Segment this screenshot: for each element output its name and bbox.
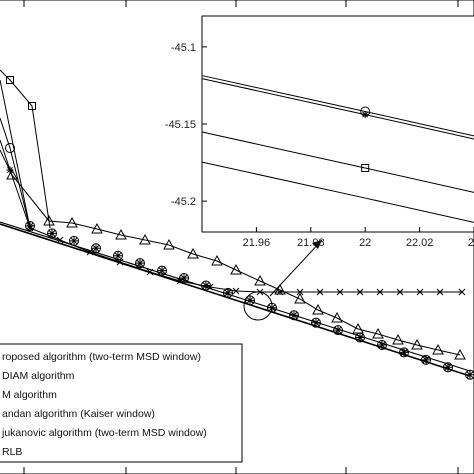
jukanovic-point [139, 233, 151, 245]
proposed-point [399, 347, 409, 358]
jukanovic-point [211, 254, 223, 266]
legend-entry: jukanovic algorithm (two-term MSD window… [1, 427, 207, 439]
inset-x-tick-label: 22 [468, 237, 474, 249]
m-algorithm-point [276, 288, 284, 296]
m-algorithm-point [116, 258, 124, 266]
jukanovic-point [66, 216, 78, 228]
m-algorithm-point [458, 288, 466, 296]
jukanovic-point [294, 292, 306, 304]
m-algorithm-point [296, 288, 304, 296]
m-algorithm-point [356, 288, 364, 296]
inset-x-tick-label: 21.98 [297, 237, 325, 249]
proposed-point [223, 287, 233, 298]
andan-point [28, 102, 36, 110]
proposed-point [135, 258, 145, 269]
proposed-point [421, 354, 431, 365]
inset-point [361, 111, 369, 119]
proposed-transient [0, 117, 31, 229]
diam-point [6, 166, 14, 174]
inset-y-tick-label: -45.1 [171, 42, 196, 54]
legend-entry: andan algorithm (Kaiser window) [2, 408, 155, 420]
proposed-point [91, 243, 101, 254]
proposed-line [0, 223, 471, 377]
jukanovic-point [454, 348, 466, 360]
legend-entry: M algorithm [2, 389, 57, 401]
m-algorithm-point [416, 288, 424, 296]
proposed-point [355, 332, 365, 343]
proposed-point [157, 265, 167, 276]
jukanovic-point [115, 228, 127, 240]
jukanovic-point [312, 303, 324, 315]
jukanovic-point [432, 343, 444, 355]
jukanovic-line [0, 149, 461, 356]
jukanovic-point [392, 333, 404, 345]
jukanovic-point [91, 222, 103, 234]
inset-plot: 21.96 21.98 22 22.02 22 -45.1 -45.15 -45.2 [165, 15, 474, 249]
inset-x-tick-label: 22.02 [406, 237, 434, 249]
inset-point [361, 163, 370, 172]
zoom-arrow-head [312, 240, 322, 249]
proposed-point [311, 317, 321, 328]
inset-x-tick-label: 22 [359, 237, 371, 249]
inset-y-tick-label: -45.2 [171, 196, 196, 208]
proposed-point [47, 228, 57, 239]
proposed-point [333, 325, 343, 336]
inset-x-tick-label: 21.96 [243, 237, 271, 249]
legend-box [0, 343, 243, 463]
inset-y-tick-label: -45.15 [165, 119, 196, 131]
m-algorithm-point [146, 268, 154, 276]
jukanovic-point [230, 263, 242, 275]
m-algorithm-point [176, 277, 184, 285]
jukanovic-point [331, 311, 343, 323]
jukanovic-point [163, 238, 175, 250]
inset-series-line [201, 161, 474, 223]
proposed-point [113, 250, 123, 261]
inset-series-line [201, 131, 474, 193]
jukanovic-point [372, 327, 384, 339]
m-algorithm-point [56, 236, 64, 244]
jukanovic-point [411, 338, 423, 350]
proposed-point [179, 273, 189, 284]
legend-entry: DIAM algorithm [2, 370, 75, 382]
proposed-point [289, 310, 299, 321]
jukanovic-point [352, 322, 364, 334]
m-algorithm-point [396, 288, 404, 296]
andan-line [0, 69, 51, 229]
m-algorithm-point [376, 288, 384, 296]
jukanovic-point [43, 214, 55, 226]
legend-entry: roposed algorithm (two-term MSD window) [2, 351, 201, 363]
m-algorithm-point [316, 288, 324, 296]
jukanovic-point [254, 274, 266, 286]
jukanovic-point [6, 168, 18, 180]
proposed-point [5, 143, 15, 153]
proposed-point [443, 362, 453, 373]
andan-point [6, 76, 14, 84]
inset-frame [201, 15, 474, 233]
legend-entry: RLB [2, 446, 22, 458]
m-algorithm-point [436, 288, 444, 296]
legend: roposed algorithm (two-term MSD window) D… [0, 343, 243, 463]
m-algorithm-point [86, 248, 94, 256]
m-algorithm-line [0, 79, 462, 293]
zoom-circle [243, 291, 273, 321]
m-algorithm-point [232, 287, 240, 295]
jukanovic-point [187, 247, 199, 259]
proposed-point [465, 369, 474, 380]
zoom-arrow [269, 239, 323, 297]
m-algorithm-point [206, 283, 214, 291]
proposed-point [377, 339, 387, 350]
m-algorithm-point [336, 288, 344, 296]
